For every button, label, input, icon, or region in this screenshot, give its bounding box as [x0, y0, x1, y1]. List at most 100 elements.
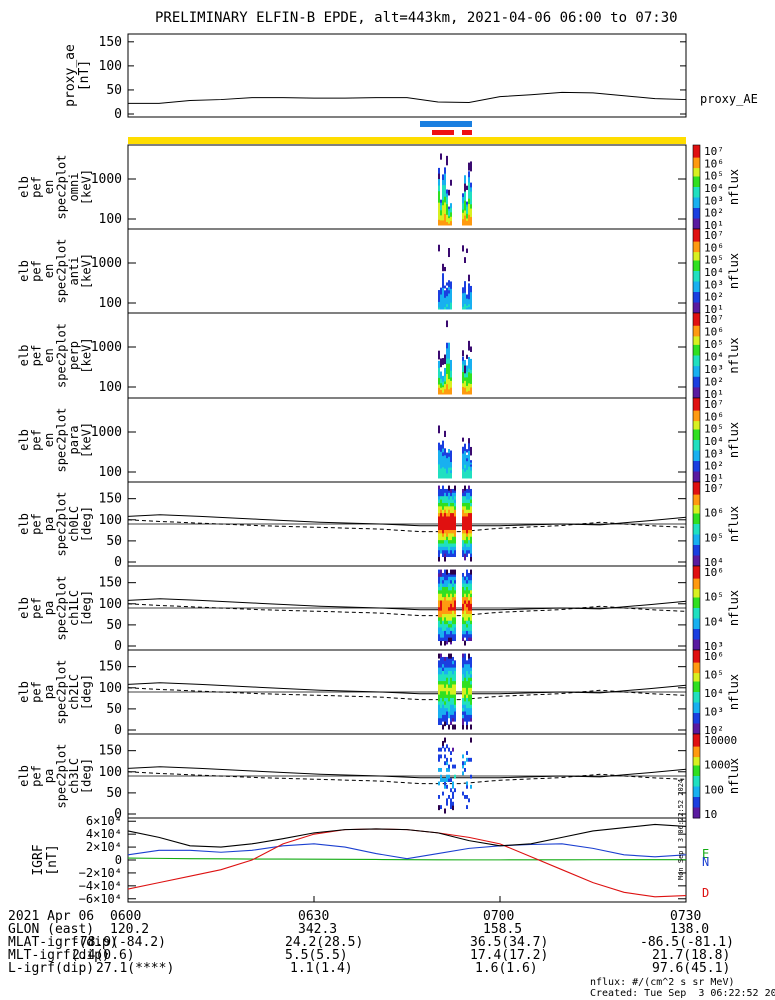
spec-cell [450, 370, 452, 374]
pa-cell [450, 701, 452, 705]
spec-cell [468, 466, 470, 470]
pa-cell [470, 529, 472, 533]
spec-cell [464, 461, 466, 465]
pa-cell [470, 536, 472, 540]
spec-cell [462, 372, 464, 376]
ytick-label: 100 [99, 59, 122, 74]
spec-cell [438, 208, 440, 214]
pa-cell [466, 624, 468, 628]
pa-cell [448, 674, 450, 678]
spec-cell [446, 373, 448, 379]
pa-cell [438, 721, 440, 725]
pa-cell [464, 533, 466, 537]
pa-cell [452, 613, 454, 617]
pa-cell [450, 502, 452, 506]
spec-cell [448, 389, 450, 395]
pa-cell [444, 506, 446, 510]
pa-cell [442, 597, 444, 601]
pa-cell [464, 761, 466, 765]
ylabel-proxy-ae: proxy_ae [63, 44, 78, 107]
pa-speck [450, 654, 452, 659]
pa-cell [448, 610, 450, 614]
pa-speck [444, 738, 446, 743]
pa-cell [466, 489, 468, 493]
pa-cell [454, 637, 456, 641]
pa-cell [450, 664, 452, 668]
pa-cell [438, 597, 440, 601]
spec-cell [470, 300, 472, 303]
ytick-label: 100 [99, 380, 122, 395]
pa-cell [468, 597, 470, 601]
pa-cell [442, 657, 444, 661]
pa-cell [440, 624, 442, 628]
pa-cell [446, 620, 448, 624]
pa-cell [454, 613, 456, 617]
pa-cell [442, 529, 444, 533]
spec-cell [470, 359, 472, 363]
ytick-label: 0 [114, 555, 122, 570]
pa-cell [454, 660, 456, 664]
spec-cell [448, 353, 450, 359]
pa-cell [442, 590, 444, 594]
pa-cell [444, 600, 446, 604]
spec-cell [450, 281, 452, 285]
pa-cell [440, 570, 442, 574]
pa-cell [454, 523, 456, 527]
pa-cell [444, 708, 446, 712]
pa-cell [444, 694, 446, 698]
spec-cell [448, 456, 450, 460]
pa-cell [470, 597, 472, 601]
spec-cell [438, 374, 440, 378]
pa-cell [470, 533, 472, 537]
pa-cell [468, 697, 470, 701]
pa-cell [450, 586, 452, 590]
pa-cell [466, 553, 468, 557]
pa-cell [438, 630, 440, 634]
spec-cell [462, 203, 464, 207]
pa-cell [454, 519, 456, 523]
pa-cell [446, 637, 448, 641]
pa-cell [446, 768, 448, 772]
spec-cell [448, 290, 450, 294]
pa-cell [446, 630, 448, 634]
pa-cell [452, 630, 454, 634]
pa-cell [452, 600, 454, 604]
pa-cell [470, 492, 472, 496]
pa-cell [448, 546, 450, 550]
pa-cell [448, 576, 450, 580]
pa-cell [444, 540, 446, 544]
pa-cell [454, 593, 456, 597]
pa-cell [444, 580, 446, 584]
pa-cell [442, 546, 444, 550]
pa-cell [442, 677, 444, 681]
spec-cell [466, 458, 468, 461]
pa-cell [446, 593, 448, 597]
pa-speck [450, 637, 452, 642]
spec-cell [462, 206, 464, 210]
pa-cell [462, 771, 464, 775]
pa-cell [464, 624, 466, 628]
pa-cell [468, 499, 470, 503]
pa-cell [452, 748, 454, 752]
pa-cell [442, 502, 444, 506]
spec-cell [466, 202, 468, 205]
pa-cell [444, 546, 446, 550]
pa-cell [466, 580, 468, 584]
pa-cell [454, 687, 456, 691]
pa-cell [470, 590, 472, 594]
pa-cell [440, 711, 442, 715]
pa-cell [446, 506, 448, 510]
pa-cell [464, 557, 466, 561]
pa-cell [452, 664, 454, 668]
spec-cell [466, 466, 468, 469]
pa-cell [444, 660, 446, 664]
pa-cell [468, 513, 470, 517]
spec-cell [444, 452, 446, 456]
pa-cell [450, 624, 452, 628]
pa-cell [448, 670, 450, 674]
pa-cell [446, 583, 448, 587]
pa-cell [438, 684, 440, 688]
pa-cell [450, 684, 452, 688]
pa-cell [462, 583, 464, 587]
pa-cell [446, 775, 448, 779]
